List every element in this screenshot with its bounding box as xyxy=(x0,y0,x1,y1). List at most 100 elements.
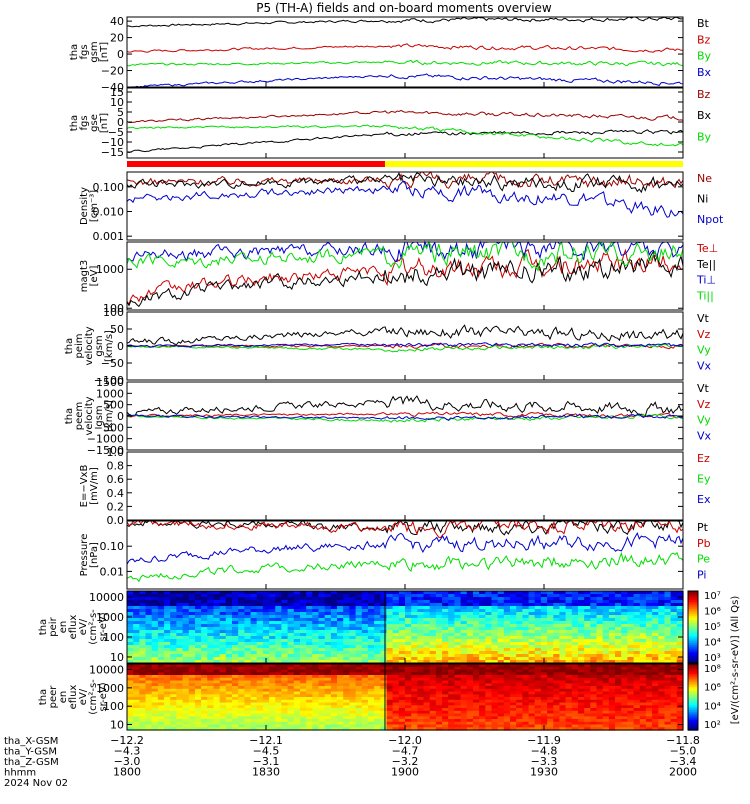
heat-cell xyxy=(238,600,245,604)
legend-label: Vx xyxy=(697,429,712,442)
heat-cell xyxy=(510,710,517,715)
heat-cell xyxy=(547,642,554,646)
heat-cell xyxy=(590,591,598,595)
heat-cell xyxy=(578,719,585,723)
heat-cell xyxy=(349,683,357,687)
heat-cell xyxy=(615,636,622,640)
heat-cell xyxy=(269,699,276,704)
heat-cell xyxy=(225,691,233,695)
heat-cell xyxy=(528,727,536,731)
heat-cell xyxy=(578,594,585,598)
heat-cell xyxy=(578,600,585,604)
heat-cell xyxy=(473,603,480,607)
y-axis-label: velocity xyxy=(84,396,95,435)
heat-cell xyxy=(256,651,264,655)
heat-cell xyxy=(590,654,598,658)
heat-cell xyxy=(559,710,567,715)
heat-cell xyxy=(324,691,332,695)
heat-cell xyxy=(516,624,523,628)
legend-label: Npot xyxy=(697,213,724,226)
heat-cell xyxy=(238,683,245,687)
heat-cell xyxy=(219,691,227,695)
heat-cell xyxy=(473,697,480,701)
heat-cell xyxy=(540,672,548,676)
heat-cell xyxy=(306,627,313,631)
heat-cell xyxy=(435,724,443,728)
y-axis-label: [km/s] xyxy=(104,400,115,432)
heat-cell xyxy=(559,645,567,649)
heat-cell xyxy=(664,677,672,682)
heat-cell xyxy=(145,594,153,598)
heat-cell xyxy=(170,697,177,701)
heat-cell xyxy=(442,713,449,717)
heat-cell xyxy=(219,705,227,709)
heat-cell xyxy=(627,686,635,690)
heat-cell xyxy=(151,713,159,717)
heat-cell xyxy=(553,666,561,671)
heat-cell xyxy=(503,669,511,673)
heat-cell xyxy=(491,683,499,687)
heat-cell xyxy=(639,686,647,690)
heat-cell xyxy=(429,721,437,726)
heat-cell xyxy=(633,691,641,695)
heat-cell xyxy=(355,713,363,717)
heat-cell xyxy=(232,636,239,640)
heat-cell xyxy=(429,713,437,717)
heat-cell xyxy=(559,702,567,706)
heat-cell xyxy=(170,627,177,631)
heat-cell xyxy=(534,697,542,701)
heat-cell xyxy=(584,677,591,682)
heat-cell xyxy=(491,680,499,684)
heat-cell xyxy=(287,615,295,619)
heat-cell xyxy=(590,697,598,701)
heat-cell xyxy=(578,639,585,643)
heat-cell xyxy=(195,691,202,695)
heat-cell xyxy=(670,660,678,664)
heat-cell xyxy=(281,618,289,622)
heat-cell xyxy=(540,633,548,637)
heat-cell xyxy=(645,664,653,668)
heat-cell xyxy=(380,691,388,695)
heat-cell xyxy=(553,672,561,676)
heat-cell xyxy=(127,651,134,655)
heat-cell xyxy=(435,680,443,684)
heat-cell xyxy=(645,639,653,643)
heat-cell xyxy=(232,648,239,652)
heat-cell xyxy=(182,691,190,695)
heat-cell xyxy=(522,657,530,661)
heat-cell xyxy=(565,664,573,668)
heat-cell xyxy=(578,666,585,671)
heat-cell xyxy=(139,697,147,701)
heat-cell xyxy=(411,710,418,715)
series-Pb xyxy=(126,519,684,539)
heat-cell xyxy=(225,660,233,664)
heat-cell xyxy=(633,660,641,664)
heat-cell xyxy=(219,660,227,664)
heat-cell xyxy=(652,669,659,673)
heat-cell xyxy=(188,636,196,640)
heat-cell xyxy=(164,615,171,619)
heat-cell xyxy=(417,660,425,664)
axis-tick-label: −4.3 xyxy=(114,745,141,758)
heat-cell xyxy=(176,627,184,631)
heat-cell xyxy=(559,713,567,717)
heat-cell xyxy=(367,710,375,715)
heat-cell xyxy=(232,618,239,622)
heat-cell xyxy=(287,716,295,720)
heat-cell xyxy=(639,624,647,628)
heat-cell xyxy=(188,603,196,607)
heat-cell xyxy=(497,727,505,731)
heat-cell xyxy=(361,621,369,625)
heat-cell xyxy=(615,591,622,595)
heat-cell xyxy=(633,721,641,726)
heat-cell xyxy=(157,633,165,637)
heat-cell xyxy=(337,708,344,712)
heat-cell xyxy=(639,710,647,715)
heat-cell xyxy=(621,680,628,684)
heat-cell xyxy=(238,606,245,610)
heat-cell xyxy=(244,603,252,607)
heat-cell xyxy=(275,594,283,598)
colorbar-upper-swatch xyxy=(688,645,698,648)
heat-cell xyxy=(201,669,208,673)
colorbar-upper-swatch xyxy=(688,659,698,662)
